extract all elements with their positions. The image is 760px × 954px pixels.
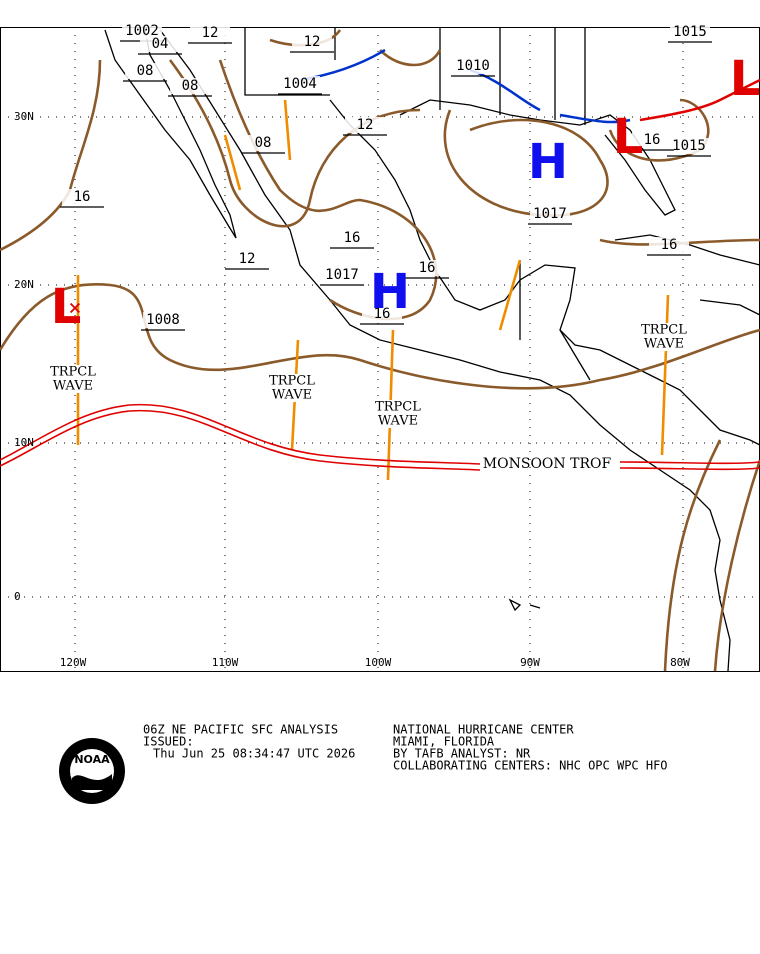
isobar-label-bg [125,63,165,79]
isobar-label: 12 [202,25,219,41]
wave-label: TRPCL [375,400,421,415]
isobar-label: 1015 [672,138,706,154]
wave-label-bg [264,374,320,388]
isobar-label: 04 [152,36,169,52]
lon-label: 100W [365,656,392,669]
isobar-label-bg [190,25,230,41]
wave-label: TRPCL [269,374,315,389]
isobar-label-bg [649,237,689,253]
wave-label: WAVE [272,388,312,403]
isobar-label: 16 [661,237,678,253]
isobar-label-bg [140,36,180,52]
isobar-label-bg [669,138,709,154]
footer-right: MIAMI, FLORIDA [393,735,495,749]
isobar-label: 16 [644,132,661,148]
lon-label: 110W [212,656,239,669]
isobar-label-bg [332,230,372,246]
isobar-label-bg [122,23,162,39]
wave-label: TRPCL [641,323,687,338]
isobar-label-bg [243,135,283,151]
lon-label: 80W [670,656,690,669]
footer-right: COLLABORATING CENTERS: NHC OPC WPC HFO [393,759,668,773]
pressure-center: L [613,109,644,165]
isobar-label-bg [227,251,267,267]
lat-label: 0 [14,590,21,603]
lat-label: 10N [14,436,34,449]
pressure-center: L [51,279,82,335]
monsoon-trough [0,403,760,471]
wave-label-bg [370,414,426,428]
wave-label-bg [264,388,320,402]
isobar-label: 1017 [325,267,359,283]
isobar-label-bg [143,312,183,328]
isobar-label: 1004 [283,76,317,92]
isobar-label: 08 [137,63,154,79]
tropical-waves [76,99,670,481]
isobar-label: 16 [419,260,436,276]
wave-label-bg [636,323,692,337]
isobar-label: 16 [344,230,361,246]
isobar-label-bg [280,76,320,92]
footer-right: NATIONAL HURRICANE CENTER [393,723,574,737]
isobar-label: 1017 [533,206,567,222]
isobar-label-bg [362,306,402,322]
isobar-label: 1002 [125,23,159,39]
low-marker: × [68,296,81,321]
noaa-logo [59,738,125,804]
footer-left: Thu Jun 25 08:34:47 UTC 2026 [153,747,355,761]
isobar-label: 12 [239,251,256,267]
isobar-label-bg [62,189,102,205]
isobar-label-bg [292,34,332,50]
isobar-label: 08 [182,78,199,94]
wave-label: WAVE [53,379,93,394]
monsoon-label: MONSOON TROF [483,456,612,472]
lat-label: 20N [14,278,34,291]
wave-label: TRPCL [50,365,96,380]
isobar-label-bg [170,78,210,94]
wave-label-bg [636,337,692,351]
grid [0,27,760,671]
isobar-label: 16 [374,306,391,322]
isobar-label-bg [407,260,447,276]
isobar-label: 12 [304,34,321,50]
coastlines [104,27,760,672]
isobar-label: 08 [255,135,272,151]
noaa-label: NOAA [74,753,110,766]
wave-label-bg [45,379,101,393]
pressure-center: L [730,51,760,107]
footer-right: BY TAFB ANALYST: NR [393,747,531,761]
wave-label-bg [370,400,426,414]
lat-label: 30N [14,110,34,123]
isobar-label: 1015 [673,24,707,40]
isobar-label-bg [453,58,493,74]
isobar-label: 16 [74,189,91,205]
isobar-label: 12 [357,117,374,133]
pressure-center: H [370,264,410,320]
isobar-label: 1010 [456,58,490,74]
wave-label: WAVE [644,337,684,352]
isobar-label-bg [670,24,710,40]
isobar-label-bg [322,267,362,283]
isobar-label: 1008 [146,312,180,328]
isobar-label-bg [632,132,672,148]
wave-label-bg [45,365,101,379]
pressure-center: H [528,134,568,190]
lon-label: 90W [520,656,540,669]
footer-left: 06Z NE PACIFIC SFC ANALYSIS [143,723,338,737]
lon-label: 120W [60,656,87,669]
isobar-label-bg [530,206,570,222]
wave-label: WAVE [378,414,418,429]
footer-left: ISSUED: [143,735,194,749]
isobar-label-bg [345,117,385,133]
